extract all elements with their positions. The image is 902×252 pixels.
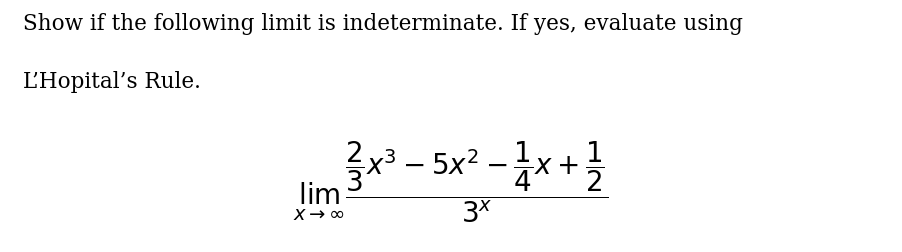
Text: L’Hopital’s Rule.: L’Hopital’s Rule.: [23, 71, 200, 92]
Text: $\underset{x \to \infty}{\lim}\dfrac{\dfrac{2}{3}x^3 - 5x^2 - \dfrac{1}{4}x + \d: $\underset{x \to \infty}{\lim}\dfrac{\df…: [293, 139, 609, 224]
Text: Show if the following limit is indeterminate. If yes, evaluate using: Show if the following limit is indetermi…: [23, 13, 742, 35]
